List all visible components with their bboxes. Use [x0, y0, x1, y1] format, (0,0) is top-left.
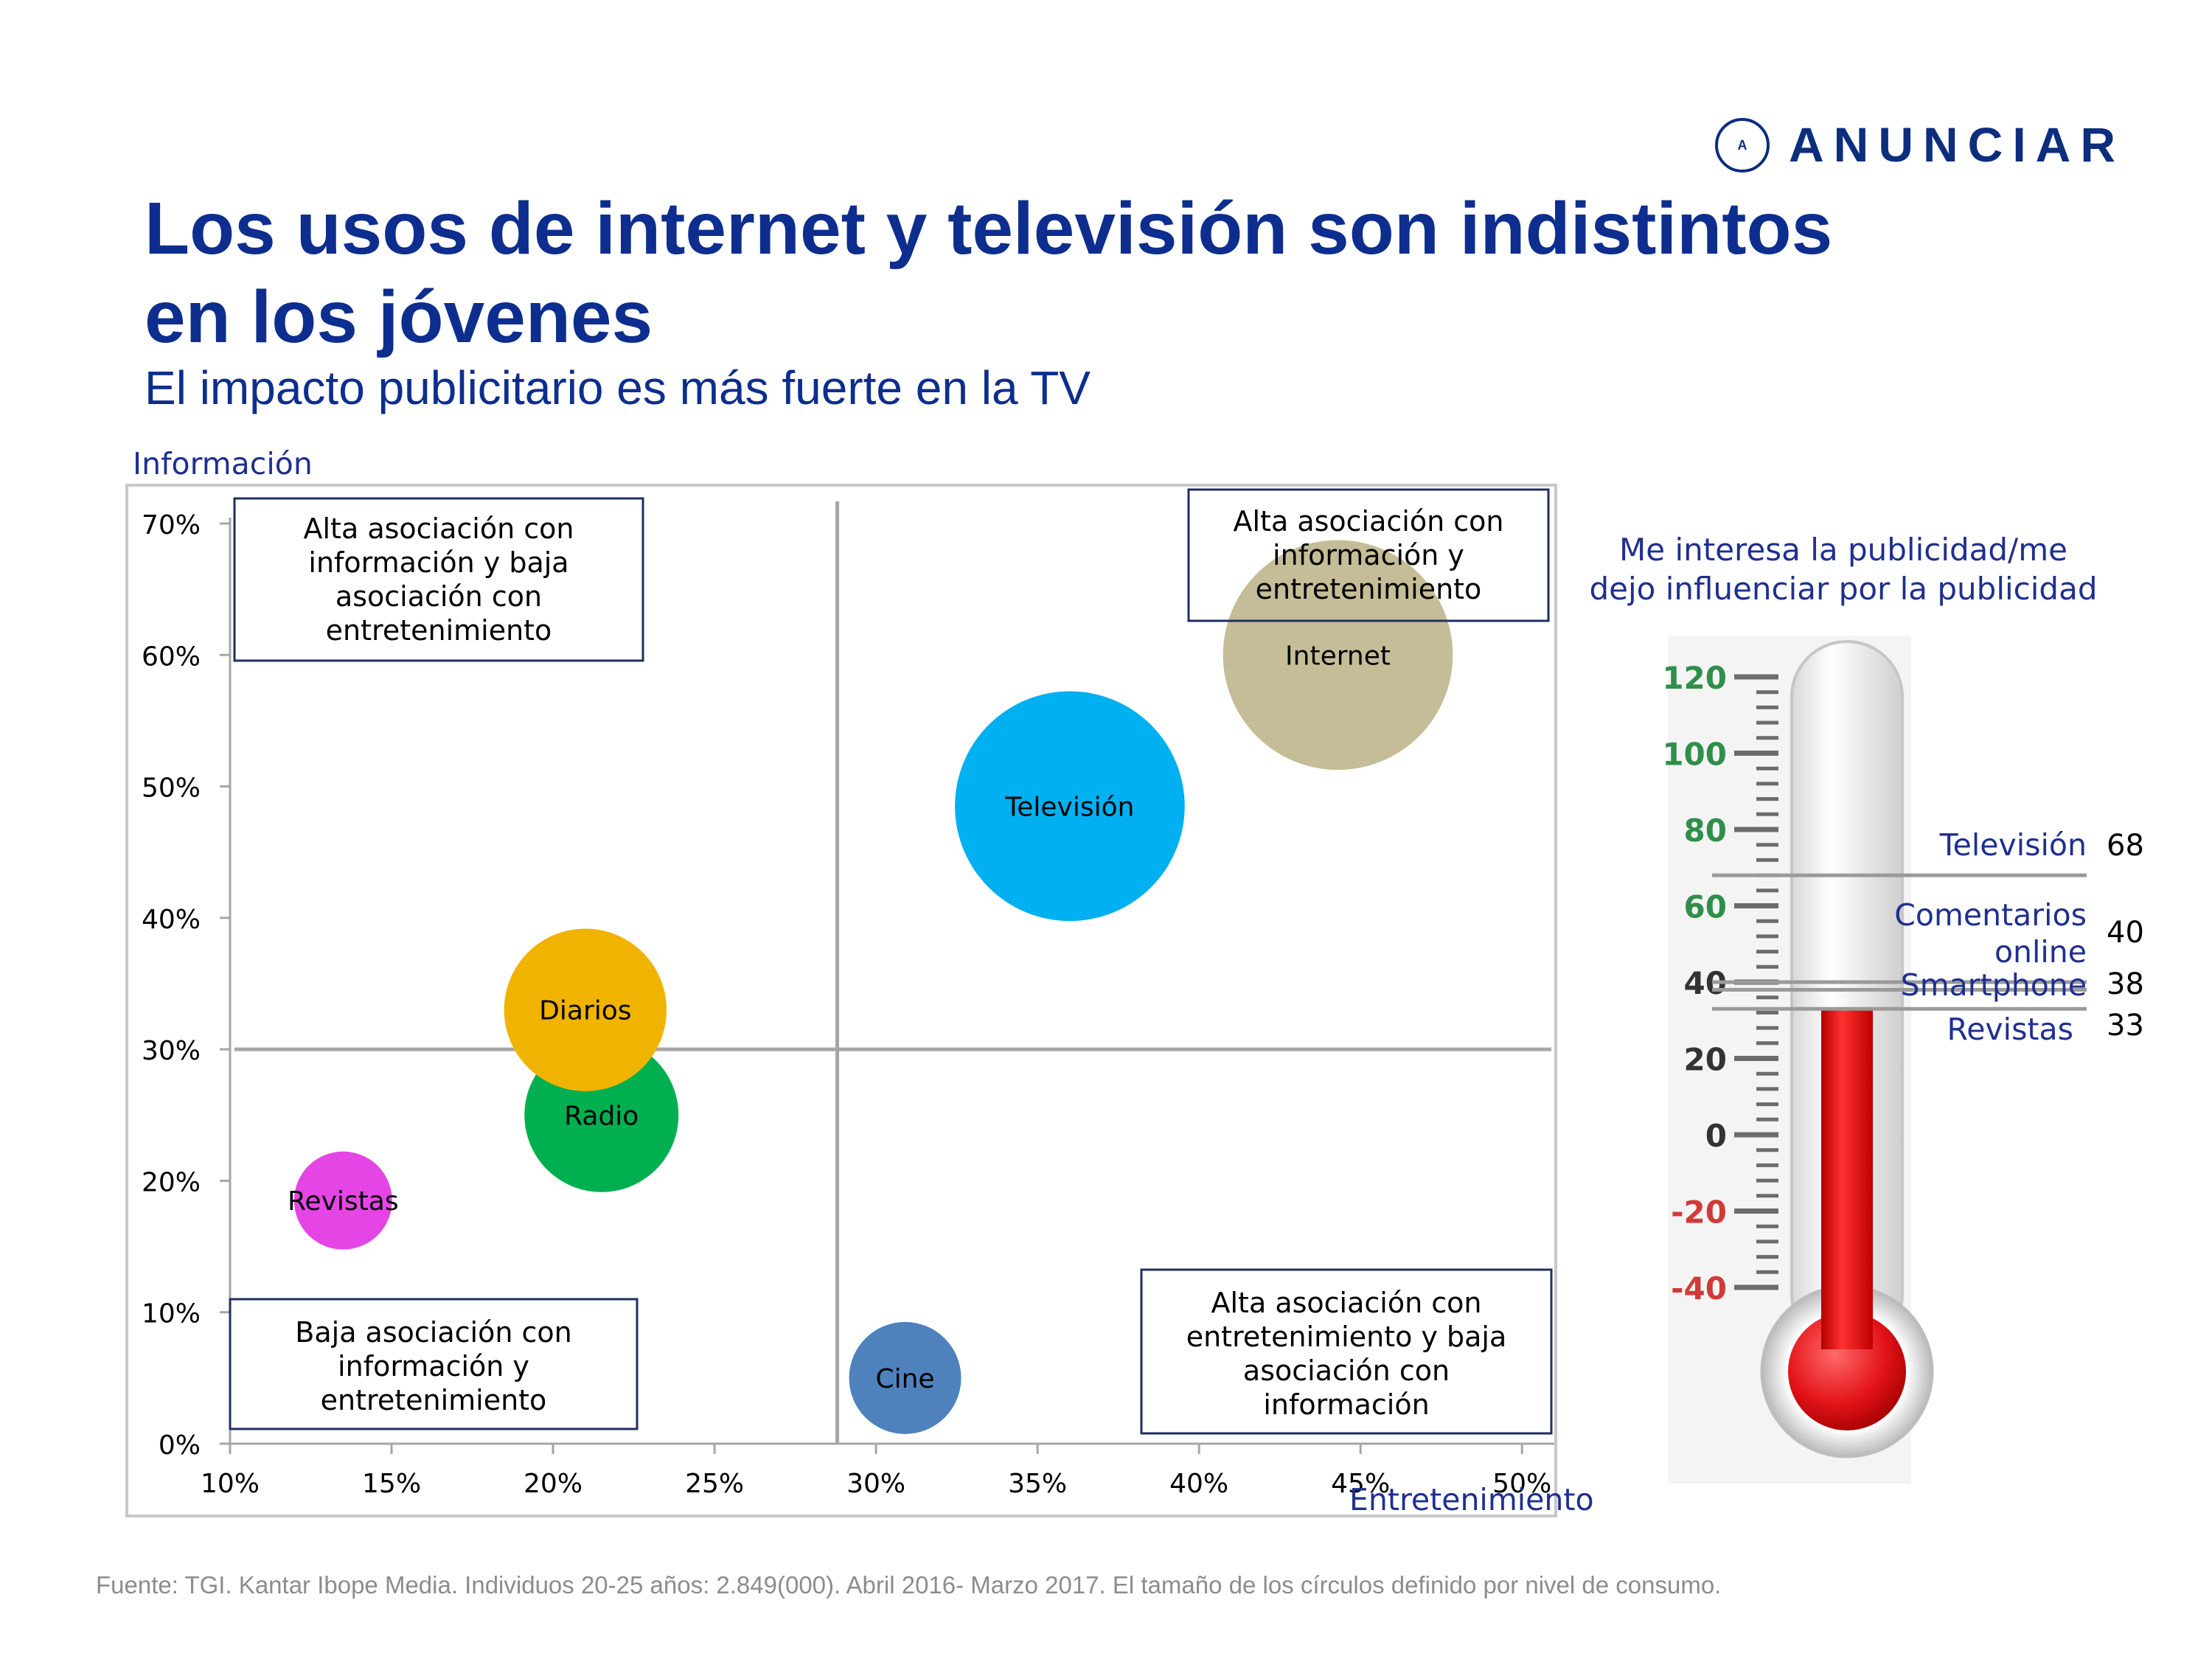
- x-tick-label: 35%: [1008, 1469, 1067, 1499]
- y-tick-label: 20%: [142, 1167, 201, 1197]
- page-title-line2: en los jóvenes: [145, 276, 653, 358]
- bubble-internet: [1222, 540, 1453, 771]
- bubble-chart-frame: [125, 484, 1557, 1517]
- y-tick-label: 70%: [142, 510, 201, 540]
- quadrant-note-top-right: [1187, 488, 1550, 622]
- y-tick-label: 10%: [142, 1299, 201, 1329]
- bubble-chart: 0%10%20%30%40%50%60%70%10% 15% 20% 25% 30% 35…: [142, 488, 1554, 1499]
- thermometer-scale-label: 20: [1684, 1042, 1727, 1078]
- marker-value-comentarios-online: 40: [2107, 916, 2144, 950]
- x-tick-label: 20%: [524, 1469, 582, 1499]
- marker-label-comentarios-online: online: [1994, 934, 2087, 970]
- quadrant-note-line: Alta asociación con: [1211, 1287, 1482, 1319]
- x-tick-label: 25%: [685, 1469, 744, 1499]
- marker-value-television: 68: [2107, 829, 2144, 863]
- bubble-revistas: [293, 1151, 392, 1250]
- quadrant-note-line: Baja asociación con: [295, 1316, 571, 1349]
- quadrant-note-line: entretenimiento y baja: [1186, 1321, 1507, 1353]
- thermometer-bulb: [1788, 1312, 1906, 1430]
- quadrant-note-line: información: [1263, 1388, 1429, 1421]
- quadrant-note-line: entretenimiento: [1256, 573, 1482, 605]
- anunciar-logo-icon: A: [1715, 118, 1770, 173]
- quadrant-note-line: entretenimiento: [326, 614, 552, 647]
- thermometer-title-line2: dejo influenciar por la publicidad: [1590, 571, 2098, 607]
- marker-label-revistas: Revistas: [1947, 1012, 2073, 1047]
- bubble-label-revistas: Revistas: [288, 1186, 399, 1217]
- quadrant-note-line: asociación con: [1243, 1354, 1450, 1387]
- brand-name: ANUNCIAR: [1789, 117, 2125, 172]
- thermometer-scale-label: 60: [1684, 889, 1727, 925]
- quadrant-note-line: asociación con: [335, 580, 542, 613]
- x-tick-label: 45%: [1331, 1469, 1390, 1499]
- quadrant-note-top-left: [233, 497, 644, 662]
- bubble-label-radio: Radio: [564, 1101, 639, 1131]
- quadrant-note-bottom-right: [1140, 1268, 1553, 1435]
- marker-label-television: Televisión: [1939, 827, 2087, 863]
- bubble-diarios: [504, 928, 667, 1091]
- x-tick-label: 50%: [1492, 1469, 1551, 1499]
- quadrant-note-line: Alta asociación con: [304, 512, 574, 545]
- y-tick-label: 30%: [142, 1036, 201, 1066]
- x-tick-label: 40%: [1169, 1469, 1228, 1499]
- quadrant-note-line: entretenimiento: [321, 1384, 547, 1416]
- thermometer-scale-label: 0: [1705, 1118, 1727, 1154]
- x-tick-label: 15%: [362, 1469, 421, 1499]
- bubble-cine: [849, 1321, 961, 1434]
- bubble-label-internet: Internet: [1285, 641, 1391, 671]
- y-tick-label: 40%: [142, 905, 201, 935]
- y-axis-title: Información: [133, 446, 313, 481]
- quadrant-note-bottom-left: [229, 1298, 639, 1430]
- thermometer-title-line1: Me interesa la publicidad/me: [1619, 532, 2067, 568]
- x-tick-label: 10%: [201, 1469, 260, 1499]
- source-note: Fuente: TGI. Kantar Ibope Media. Individ…: [96, 1571, 1722, 1599]
- quadrant-note-line: información y baja: [308, 546, 568, 579]
- y-tick-label: 50%: [142, 773, 201, 804]
- bubble-label-diarios: Diarios: [539, 996, 631, 1026]
- y-tick-label: 60%: [142, 641, 201, 672]
- quadrant-note-line: Alta asociación con: [1234, 505, 1504, 538]
- bubble-television: [955, 691, 1185, 922]
- page-subtitle: El impacto publicitario es más fuerte en…: [145, 361, 1091, 414]
- x-tick-label: 30%: [846, 1469, 905, 1499]
- thermometer: Me interesa la publicidad/me dejo influe…: [1590, 532, 2144, 1484]
- marker-value-smartphone: 38: [2107, 967, 2144, 1001]
- marker-label-comentarios-online: Comentarios: [1894, 897, 2087, 933]
- thermometer-scale-label: 100: [1662, 737, 1727, 773]
- bubble-label-television: Televisión: [1004, 792, 1134, 822]
- marker-label-smartphone: Smartphone: [1901, 967, 2087, 1003]
- quadrant-note-line: información y: [338, 1350, 529, 1382]
- thermometer-scale-label: -40: [1671, 1270, 1727, 1307]
- page-title-line1: Los usos de internet y televisión son in…: [145, 187, 1833, 270]
- page-title: Los usos de internet y televisión son in…: [145, 184, 1840, 361]
- thermometer-scale-label: 120: [1662, 660, 1727, 696]
- thermometer-scale-label: -20: [1671, 1194, 1727, 1231]
- bubble-label-cine: Cine: [875, 1364, 934, 1394]
- marker-value-revistas: 33: [2107, 1009, 2144, 1043]
- quadrant-note-line: información y: [1273, 539, 1464, 571]
- thermometer-scale-label: 80: [1684, 813, 1727, 849]
- thermometer-mercury: [1821, 1009, 1873, 1349]
- y-tick-label: 0%: [159, 1430, 201, 1461]
- x-axis-title: Entretenimiento: [1349, 1482, 1594, 1517]
